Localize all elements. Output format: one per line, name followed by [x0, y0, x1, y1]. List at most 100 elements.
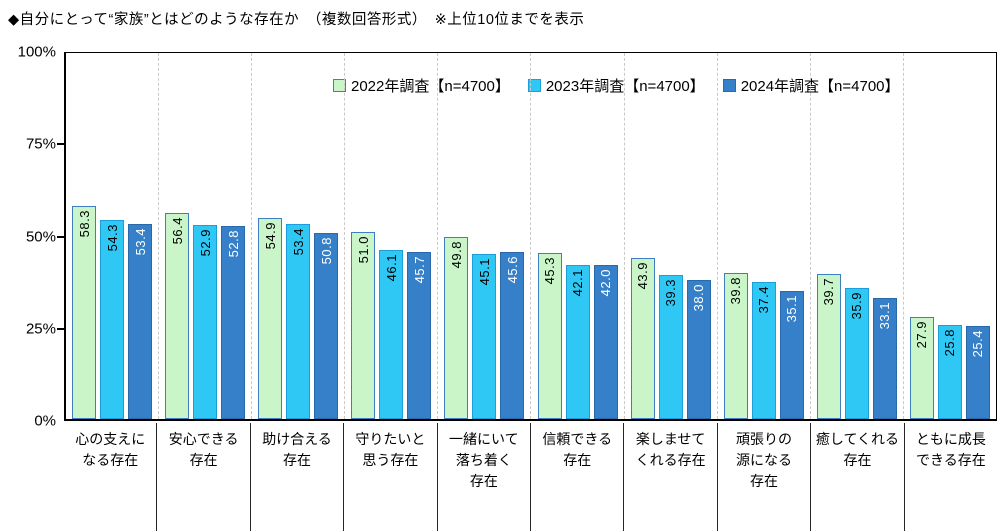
bar-value-label: 25.8: [939, 329, 961, 356]
y-axis-tick-50: [57, 235, 64, 238]
bar-2024: 33.1: [872, 297, 897, 419]
bar-value-label: 27.9: [911, 321, 933, 348]
legend-label-2024: 2024年調査【n=4700】: [740, 78, 900, 95]
bar-group: 56.4 52.9 52.8: [159, 53, 253, 419]
category-line: 存在: [189, 452, 218, 468]
bar-value-label: 46.1: [380, 254, 402, 281]
bar-2024: 25.4: [965, 326, 990, 419]
y-axis-label-100: 100%: [17, 43, 56, 61]
bar-2024: 52.8: [221, 225, 246, 419]
bar-group: 51.0 46.1 45.7: [345, 53, 439, 419]
bar-2023: 52.9: [193, 225, 218, 419]
bar-value-text: 52.8: [225, 229, 241, 258]
category-label: 楽しませてくれる存在: [623, 423, 716, 531]
bar-2023: 54.3: [100, 220, 125, 419]
bar-value-text: 35.9: [849, 291, 865, 319]
bar-2024: 38.0: [686, 279, 711, 419]
bar-value-text: 42.1: [570, 268, 586, 297]
bar-value-label: 42.1: [567, 269, 589, 296]
y-axis-label-50: 50%: [25, 228, 56, 245]
legend-item-2024: 2024年調査【n=4700】: [722, 75, 900, 96]
category-line: 存在: [750, 473, 779, 489]
bar-group: 43.9 39.3 38.0: [625, 53, 718, 419]
bar-2022: 54.9: [258, 218, 283, 419]
y-axis-tick-75: [57, 143, 64, 146]
plot-area: 58.3 54.3 53.4 56.4 52.9 52.8 54.9 53.4 50.8 51.0…: [64, 52, 997, 421]
y-axis-label-75: 75%: [25, 135, 56, 153]
bar-2023: 37.4: [751, 282, 776, 419]
category-label: 心の支えに なる存在: [64, 423, 156, 531]
bar-value-label: 52.9: [194, 229, 216, 256]
bar-group: 45.3 42.1 42.0: [531, 53, 625, 419]
bar-value-text: 52.9: [197, 229, 213, 257]
bar-value-text: 51.0: [355, 236, 371, 264]
category-line: 存在: [563, 452, 592, 468]
category-line: 守りたいと: [355, 431, 426, 447]
category-line: 楽しませて: [635, 431, 706, 447]
category-line: 心の支えに: [75, 431, 146, 447]
bar-value-label: 35.1: [781, 295, 803, 322]
bar-value-label: 39.3: [660, 279, 682, 306]
category-label: 守りたいと 思う存在: [343, 423, 436, 531]
bar-group: 58.3 54.3 53.4: [66, 53, 160, 419]
category-line: 源になる: [736, 452, 793, 468]
bar-value-text: 39.3: [663, 279, 679, 307]
y-axis-label-25: 25%: [25, 320, 56, 338]
bar-2022: 56.4: [165, 212, 190, 419]
category-line: 落ち着く: [455, 452, 512, 468]
bar-value-label: 39.8: [725, 277, 747, 304]
bar-value-label: 37.4: [753, 286, 775, 313]
bar-groups: 58.3 54.3 53.4 56.4 52.9 52.8 54.9 53.4 50.8 51.0…: [66, 53, 996, 419]
category-line: なる存在: [82, 452, 139, 468]
bar-2022: 45.3: [537, 253, 562, 419]
category-line: 存在: [843, 452, 872, 468]
bar-value-text: 43.9: [635, 262, 651, 290]
category-line: 一緒にいて: [449, 431, 519, 447]
bar-2022: 51.0: [351, 232, 376, 419]
chart-title: ◆自分にとって“家族”とはどのような存在か （複数回答形式） ※上位10位までを…: [8, 12, 585, 28]
legend-swatch-2024: [722, 79, 736, 92]
bar-2022: 49.8: [444, 236, 469, 419]
bar-value-text: 50.8: [318, 237, 334, 265]
bar-value-text: 33.1: [877, 301, 893, 330]
category-line: ともに成長: [915, 431, 986, 447]
bar-value-text: 54.3: [104, 224, 120, 252]
legend-item-2022: 2022年調査【n=4700】: [333, 75, 510, 96]
category-label: 安心できる 存在: [156, 423, 249, 531]
bar-value-text: 45.7: [411, 255, 427, 284]
bar-2023: 46.1: [379, 250, 404, 419]
bar-value-text: 45.1: [476, 257, 492, 286]
bar-value-label: 33.1: [874, 302, 896, 329]
category-line: くれる存在: [635, 452, 706, 468]
category-line: 思う存在: [362, 452, 419, 468]
bar-value-label: 53.4: [129, 228, 151, 255]
bar-group: 49.8 45.1 45.6: [438, 53, 532, 419]
bar-2023: 35.9: [844, 287, 869, 419]
category-line: 頑張りの: [736, 431, 793, 447]
bar-value-text: 58.3: [76, 209, 92, 237]
bar-group: 39.8 37.4 35.1: [718, 53, 811, 419]
bar-value-label: 42.0: [595, 269, 617, 296]
bar-value-text: 39.7: [821, 277, 837, 306]
bar-2022: 58.3: [72, 205, 97, 419]
bar-value-label: 38.0: [688, 284, 710, 311]
bar-value-label: 54.3: [101, 224, 123, 251]
bar-2024: 42.0: [593, 265, 618, 419]
bar-value-label: 49.8: [445, 241, 467, 268]
bar-2024: 45.7: [407, 251, 432, 419]
bar-2023: 45.1: [472, 253, 497, 419]
bar-value-label: 45.7: [408, 256, 430, 283]
category-label: ともに成長 できる存在: [903, 423, 997, 531]
y-axis-labels: 100% 75% 50% 25% 0%: [0, 44, 56, 430]
bar-value-text: 25.4: [970, 330, 986, 358]
bar-value-text: 46.1: [383, 254, 399, 282]
category-label: 信頼できる 存在: [530, 423, 623, 531]
category-line: 信頼できる: [542, 431, 613, 447]
category-line: 安心できる: [168, 431, 239, 447]
bar-value-label: 45.6: [501, 256, 523, 283]
bar-2022: 39.8: [723, 273, 748, 419]
bar-value-text: 25.8: [942, 328, 958, 356]
bar-2022: 39.7: [816, 273, 841, 419]
bar-value-text: 53.4: [132, 227, 148, 255]
category-label: 頑張りの源になる存在: [716, 423, 810, 531]
